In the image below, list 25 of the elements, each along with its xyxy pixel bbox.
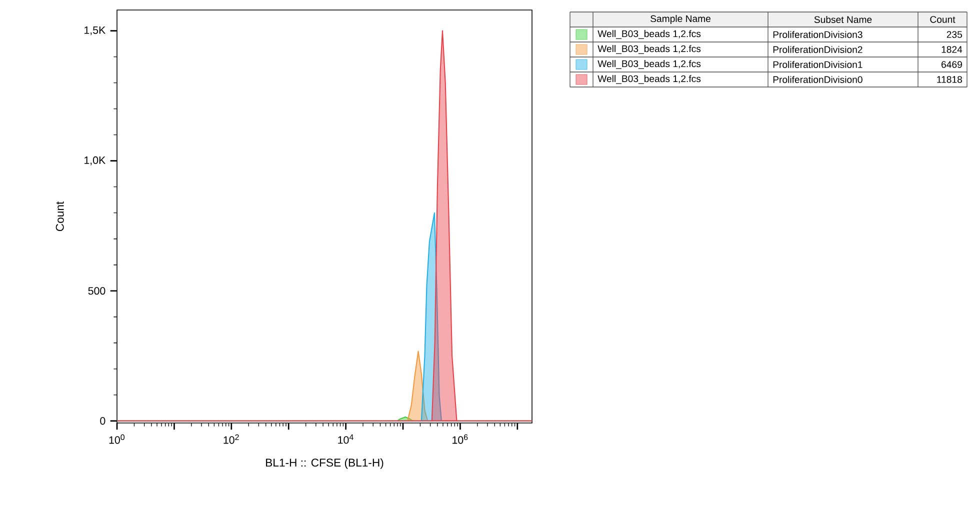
- x-tick-label: 10$^{2}$: [224, 434, 239, 444]
- text: 235: [946, 31, 962, 38]
- text: Well_B03_beads 1,2.fcs: [598, 75, 701, 84]
- text: Sample Name: [650, 15, 710, 24]
- y-tick-label: 1,0K: [84, 156, 106, 166]
- text: 1824: [942, 46, 962, 53]
- text: Well_B03_beads 1,2.fcs: [598, 45, 701, 54]
- text: Well_B03_beads 1,2.fcs: [598, 60, 701, 69]
- text: 11818: [937, 76, 962, 83]
- x-tick-label: 10$^{6}$: [452, 434, 468, 444]
- x-axis-title: BL1-H :: CFSE (BL1-H): [266, 458, 384, 469]
- text: ProliferationDivision0: [773, 76, 862, 83]
- y-tick-label: 0: [100, 417, 106, 425]
- x-tick-label: 10$^{0}$: [109, 434, 125, 444]
- x-tick-label: 10$^{4}$: [338, 434, 354, 444]
- y-tick-label: 1,5K: [84, 26, 106, 36]
- legend-title: Subset Name: [814, 16, 872, 23]
- text: ProliferationDivision1: [773, 60, 862, 68]
- text: ProliferationDivision3: [773, 30, 862, 38]
- text: 6469: [942, 61, 962, 68]
- y-axis-title: Count: [56, 201, 64, 232]
- text: Well_B03_beads 1,2.fcs: [598, 30, 701, 39]
- text: ProliferationDivision2: [773, 46, 862, 53]
- y-tick-label: 500: [88, 287, 106, 295]
- text: Count: [930, 16, 956, 23]
